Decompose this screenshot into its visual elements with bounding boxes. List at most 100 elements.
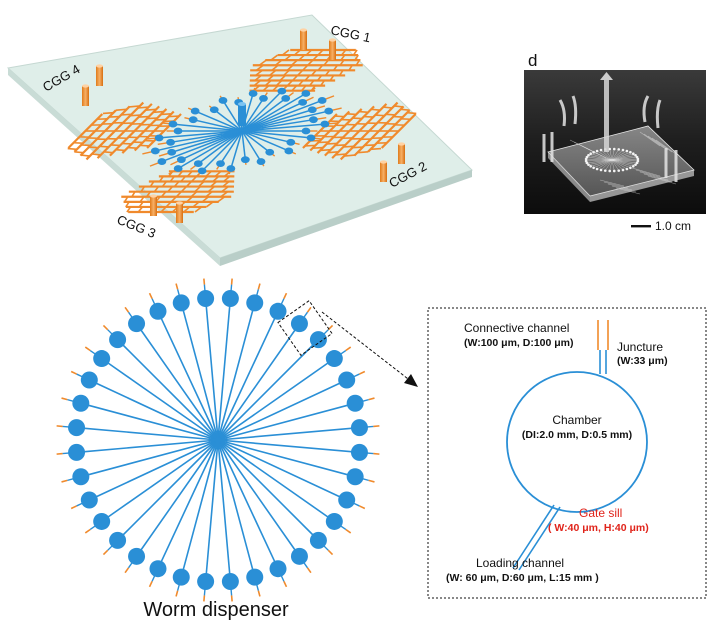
photo-chamber — [625, 167, 629, 171]
device-spoke — [159, 130, 243, 139]
photo-spoke — [605, 159, 613, 171]
center-inlet-top — [238, 102, 246, 106]
photo-chamber — [595, 167, 599, 171]
connective-stub — [84, 346, 91, 352]
device-chamber — [188, 116, 198, 124]
device-chamber — [218, 97, 228, 104]
dispenser-chamber — [338, 371, 356, 389]
loading-channel-line — [84, 439, 219, 453]
device-chamber — [167, 148, 177, 156]
gradient-link — [258, 59, 267, 66]
loading-channel-line — [217, 382, 340, 441]
photo-chamber — [625, 149, 629, 153]
chamber-label: Chamber — [552, 413, 601, 427]
juncture-line — [151, 575, 156, 582]
dispenser-chamber — [246, 568, 264, 586]
loading-channel-line — [84, 427, 219, 441]
gradient-link — [127, 146, 138, 150]
device-spoke — [161, 130, 243, 163]
juncture-line — [67, 398, 74, 402]
photo-chamber — [631, 165, 635, 168]
connective-stub — [102, 549, 109, 556]
loading-channel-line — [217, 404, 348, 441]
dispenser-chamber — [221, 290, 239, 308]
device-spoke — [241, 123, 325, 132]
photo-lattice — [639, 131, 661, 147]
photo-chamber — [592, 166, 595, 170]
loading-channel-dims: (W: 60 μm, D:60 μm, L:15 mm ) — [446, 572, 599, 584]
photo-spoke — [611, 156, 638, 161]
photo-chamber — [595, 149, 599, 153]
dispenser-chamber — [72, 394, 90, 412]
device-spoke — [197, 130, 243, 165]
photo-lattice — [631, 167, 661, 177]
loading-channel-line — [122, 439, 219, 536]
device-chamber — [226, 165, 236, 172]
gradient-link — [375, 114, 385, 117]
loading-channel-line — [140, 329, 219, 441]
device-spoke — [230, 130, 243, 169]
device-chamber — [286, 138, 296, 146]
juncture-line — [353, 373, 360, 378]
device-chamber — [154, 134, 164, 142]
gradient-link — [103, 151, 113, 154]
connective-channel-label: Connective channel — [464, 321, 569, 335]
gradient-link — [91, 153, 101, 156]
juncture-channel — [599, 350, 607, 374]
connective-stub — [230, 595, 233, 602]
photo-chamber-ring — [569, 131, 677, 195]
loading-channel-line — [160, 439, 219, 562]
dispenser-chamber — [346, 394, 364, 412]
juncture-line — [76, 373, 83, 378]
photo-lattice — [647, 135, 669, 151]
photo-lattice — [615, 187, 641, 195]
gradient-link — [122, 142, 132, 145]
connective-stub — [124, 567, 130, 574]
gradient-link — [205, 201, 214, 208]
photo-chip-edge — [548, 152, 590, 202]
gradient-link — [194, 206, 203, 213]
dispenser-chamber — [290, 315, 308, 333]
loading-channel-line — [107, 439, 219, 518]
photo-spoke — [590, 153, 613, 161]
connective-stub — [56, 425, 63, 428]
connective-stub — [56, 452, 63, 455]
photo-chamber — [587, 163, 590, 166]
chamber-detail-inset: Connective channel (W:100 μm, D:100 μm) … — [427, 307, 707, 599]
juncture-line — [340, 349, 347, 355]
dispenser-chamber — [80, 371, 98, 389]
device-chamber — [197, 167, 207, 175]
device-spoke — [241, 92, 307, 132]
loading-channel-line — [96, 382, 219, 441]
dispenser-chamber — [128, 315, 146, 333]
device-chamber — [298, 98, 308, 106]
connective-stub — [359, 505, 366, 510]
device-chamber — [324, 107, 334, 115]
loading-channel-line — [217, 318, 276, 441]
photo-chamber — [587, 154, 590, 157]
device-spoke — [213, 109, 243, 132]
chamber-dims: (DI:2.0 mm, D:0.5 mm) — [522, 429, 632, 441]
device-spoke — [177, 130, 243, 170]
gradient-link — [88, 146, 99, 149]
photo-chamber — [621, 148, 625, 152]
gradient-link — [99, 145, 109, 148]
photo-spoke — [609, 159, 613, 172]
dispenser-chamber — [290, 547, 308, 565]
loading-channel-line — [217, 344, 314, 441]
gradient-link — [121, 113, 132, 116]
loading-channel-line — [217, 427, 352, 441]
gradient-link — [138, 115, 150, 118]
connective-stub — [306, 306, 312, 313]
center-inlet-post — [238, 104, 246, 126]
connective-stub — [61, 397, 68, 401]
loading-channel-line — [217, 439, 329, 518]
device-spoke — [181, 130, 243, 161]
chamber-circle — [506, 371, 648, 513]
device-chamber — [248, 90, 258, 97]
photo-tubes — [542, 95, 678, 182]
juncture-line — [127, 562, 133, 569]
dispenser-chamber — [68, 419, 86, 437]
photo-lattice — [607, 183, 633, 191]
loading-channel-line — [217, 439, 314, 536]
